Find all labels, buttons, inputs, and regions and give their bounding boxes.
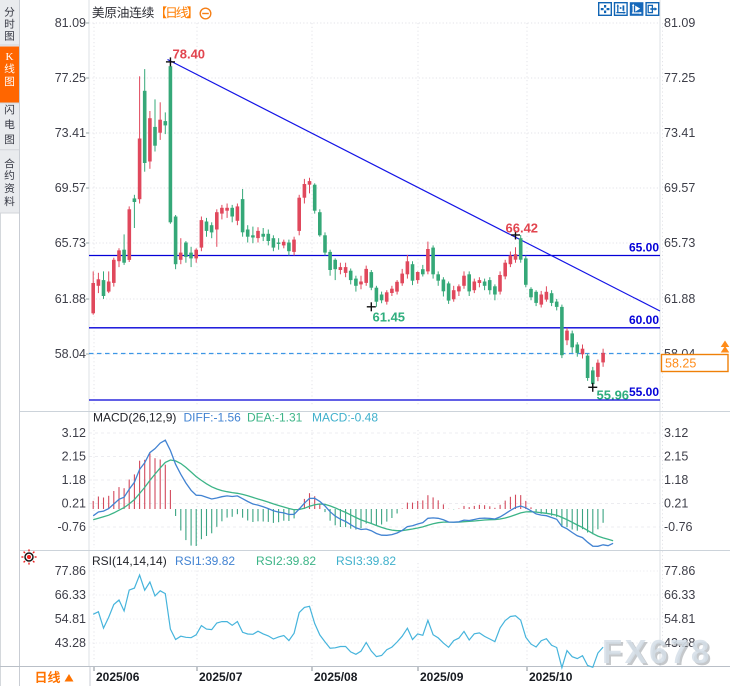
- svg-text:61.45: 61.45: [373, 310, 406, 325]
- svg-text:2025/07: 2025/07: [199, 670, 243, 684]
- svg-text:2.15: 2.15: [664, 450, 688, 464]
- svg-text:78.40: 78.40: [173, 47, 206, 62]
- svg-text:61.88: 61.88: [664, 292, 695, 306]
- svg-text:-0.76: -0.76: [58, 520, 87, 534]
- svg-text:73.41: 73.41: [664, 126, 695, 140]
- svg-text:2025/09: 2025/09: [420, 670, 464, 684]
- svg-text:77.25: 77.25: [664, 71, 695, 85]
- svg-text:54.81: 54.81: [55, 612, 86, 626]
- svg-text:2025/10: 2025/10: [529, 670, 573, 684]
- svg-text:1.18: 1.18: [664, 473, 688, 487]
- svg-text:0.21: 0.21: [664, 497, 688, 511]
- svg-text:61.88: 61.88: [55, 292, 86, 306]
- svg-text:43.28: 43.28: [55, 636, 86, 650]
- svg-text:65.00: 65.00: [629, 241, 659, 255]
- svg-text:65.73: 65.73: [664, 236, 695, 250]
- svg-text:-0.76: -0.76: [664, 520, 693, 534]
- svg-text:73.41: 73.41: [55, 126, 86, 140]
- svg-text:60.00: 60.00: [629, 313, 659, 327]
- svg-text:RSI2:39.82: RSI2:39.82: [256, 554, 316, 568]
- svg-text:K: K: [6, 51, 14, 63]
- svg-text:55.00: 55.00: [629, 385, 659, 399]
- svg-text:1.18: 1.18: [62, 473, 86, 487]
- svg-text:FX678: FX678: [604, 635, 714, 672]
- svg-text:DEA:-1.31: DEA:-1.31: [247, 411, 303, 425]
- svg-text:2025/06: 2025/06: [96, 670, 140, 684]
- svg-text:3.12: 3.12: [664, 426, 688, 440]
- svg-text:2.15: 2.15: [62, 450, 86, 464]
- svg-text:55.96: 55.96: [597, 388, 630, 403]
- svg-text:77.25: 77.25: [55, 71, 86, 85]
- svg-text:69.57: 69.57: [664, 181, 695, 195]
- svg-text:DIFF:-1.56: DIFF:-1.56: [184, 411, 242, 425]
- svg-text:66.42: 66.42: [506, 221, 539, 236]
- svg-text:3.12: 3.12: [62, 426, 86, 440]
- svg-text:RSI1:39.82: RSI1:39.82: [175, 554, 235, 568]
- svg-text:MACD(26,12,9): MACD(26,12,9): [93, 411, 176, 425]
- svg-text:58.25: 58.25: [665, 357, 696, 371]
- svg-text:69.57: 69.57: [55, 181, 86, 195]
- svg-text:2025/08: 2025/08: [314, 670, 358, 684]
- svg-text:54.81: 54.81: [664, 612, 695, 626]
- svg-text:77.86: 77.86: [664, 564, 695, 578]
- svg-text:65.73: 65.73: [55, 236, 86, 250]
- svg-text:FX678: FX678: [602, 633, 712, 670]
- svg-text:MACD:-0.48: MACD:-0.48: [312, 411, 378, 425]
- svg-text:RSI3:39.82: RSI3:39.82: [336, 554, 396, 568]
- svg-text:81.09: 81.09: [664, 16, 695, 30]
- svg-text:81.09: 81.09: [55, 16, 86, 30]
- svg-text:66.33: 66.33: [664, 588, 695, 602]
- svg-text:43.28: 43.28: [664, 636, 695, 650]
- svg-text:66.33: 66.33: [55, 588, 86, 602]
- svg-text:0.21: 0.21: [62, 497, 86, 511]
- svg-text:RSI(14,14,14): RSI(14,14,14): [92, 554, 167, 568]
- svg-text:58.04: 58.04: [55, 347, 86, 361]
- svg-text:77.86: 77.86: [55, 564, 86, 578]
